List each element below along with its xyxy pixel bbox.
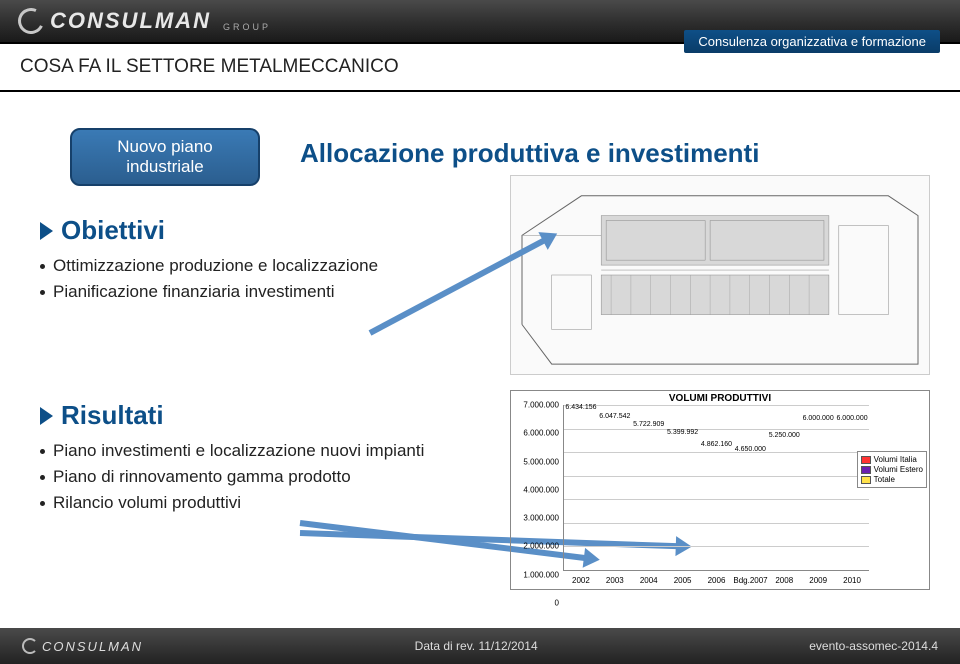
section-obiettivi: Obiettivi Ottimizzazione produzione e lo… [40,215,470,308]
chart-data-label: 5.250.000 [769,432,800,439]
list-item-text: Piano investimenti e localizzazione nuov… [53,441,424,461]
footer-event: evento-assomec-2014.4 [809,639,938,653]
obiettivi-list: Ottimizzazione produzione e localizzazio… [40,256,470,302]
x-axis-tick: 2005 [666,576,700,585]
list-item-text: Pianificazione finanziaria investimenti [53,282,335,302]
pill-nuovo-piano: Nuovo piano industriale [70,128,260,186]
legend-swatch-icon [861,466,871,474]
volumes-chart: VOLUMI PRODUTTIVI 20026.434.15620036.047… [510,390,930,590]
list-item: Piano investimenti e localizzazione nuov… [40,441,500,461]
bullet-icon [40,290,45,295]
chart-data-label: 6.047.542 [599,413,630,420]
bullet-icon [40,449,45,454]
pill-label: Nuovo piano industriale [117,137,212,178]
risultati-heading-text: Risultati [61,400,164,431]
page-title: COSA FA IL SETTORE METALMECCANICO [20,56,399,78]
chart-data-label: 4.650.000 [735,446,766,453]
legend-label: Volumi Estero [874,465,923,474]
chart-data-label: 5.399.992 [667,429,698,436]
x-axis-tick: Bdg.2007 [733,576,767,585]
header-badge: Consulenza organizzativa e formazione [684,30,940,53]
chart-data-label: 4.862.160 [701,441,732,448]
x-axis-tick: 2003 [598,576,632,585]
list-item-text: Rilancio volumi produttivi [53,493,241,513]
chart-data-label: 6.000.000 [836,415,867,422]
y-axis-tick: 1.000.000 [513,570,559,579]
list-item-text: Piano di rinnovamento gamma prodotto [53,467,351,487]
brand-name: CONSULMAN [50,8,211,34]
chevron-right-icon [40,222,53,240]
y-axis-tick: 0 [513,599,559,608]
list-item-text: Ottimizzazione produzione e localizzazio… [53,256,378,276]
chart-plot-area: 20026.434.15620036.047.54220045.722.9092… [563,405,869,571]
footer-date: Data di rev. 11/12/2014 [415,639,538,653]
y-axis-tick: 7.000.000 [513,401,559,410]
y-axis-tick: 6.000.000 [513,429,559,438]
obiettivi-heading-text: Obiettivi [61,215,165,246]
blueprint-image [510,175,930,375]
bullet-icon [40,475,45,480]
list-item: Pianificazione finanziaria investimenti [40,282,470,302]
list-item: Rilancio volumi produttivi [40,493,500,513]
risultati-heading: Risultati [40,400,500,431]
list-item: Piano di rinnovamento gamma prodotto [40,467,500,487]
footer-brand: CONSULMAN [42,639,143,654]
bullet-icon [40,264,45,269]
section-risultati: Risultati Piano investimenti e localizza… [40,400,500,519]
title-bar: COSA FA IL SETTORE METALMECCANICO Consul… [0,42,960,92]
risultati-list: Piano investimenti e localizzazione nuov… [40,441,500,513]
y-axis-tick: 5.000.000 [513,457,559,466]
x-axis-tick: 2010 [835,576,869,585]
x-axis-tick: 2002 [564,576,598,585]
main-heading: Allocazione produttiva e investimenti [300,138,759,169]
obiettivi-heading: Obiettivi [40,215,470,246]
footer-bar: CONSULMAN Data di rev. 11/12/2014 evento… [0,628,960,664]
chevron-right-icon [40,407,53,425]
legend-swatch-icon [861,456,871,464]
legend-row: Totale [861,475,923,484]
x-axis-tick: 2004 [632,576,666,585]
chart-data-label: 6.000.000 [803,415,834,422]
chart-title: VOLUMI PRODUTTIVI [511,393,929,404]
chart-data-label: 5.722.909 [633,421,664,428]
legend-row: Volumi Estero [861,465,923,474]
x-axis-tick: 2009 [801,576,835,585]
list-item: Ottimizzazione produzione e localizzazio… [40,256,470,276]
chart-legend: Volumi ItaliaVolumi EsteroTotale [857,451,927,488]
legend-row: Volumi Italia [861,455,923,464]
legend-label: Volumi Italia [874,455,917,464]
bullet-icon [40,501,45,506]
y-axis-tick: 2.000.000 [513,542,559,551]
brand-logo-icon [14,4,47,37]
x-axis-tick: 2006 [700,576,734,585]
brand-logo: CONSULMAN GROUP [18,8,271,34]
brand-subname: GROUP [223,22,271,34]
chart-data-label: 6.434.156 [565,404,596,411]
y-axis-tick: 4.000.000 [513,485,559,494]
brand-logo-icon [22,638,38,654]
legend-label: Totale [874,475,895,484]
legend-swatch-icon [861,476,871,484]
footer-logo: CONSULMAN [22,638,143,654]
y-axis-tick: 3.000.000 [513,514,559,523]
x-axis-tick: 2008 [767,576,801,585]
